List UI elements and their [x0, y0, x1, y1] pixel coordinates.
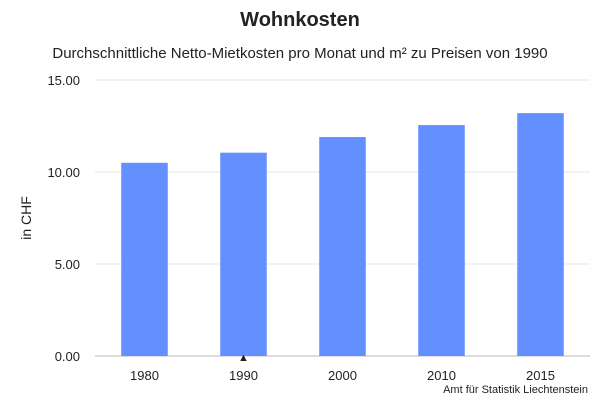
- y-axis-ticks: 0.00 5.00 10.00 15.00: [47, 73, 80, 364]
- chart-subtitle: Durchschnittliche Netto-Mietkosten pro M…: [52, 45, 547, 62]
- y-tick-label: 5.00: [55, 257, 80, 272]
- bars: [121, 113, 564, 357]
- y-axis-title: in CHF: [18, 196, 34, 240]
- chart-title: Wohnkosten: [240, 9, 360, 31]
- bar-2010: [418, 125, 465, 356]
- y-tick-label: 10.00: [47, 165, 80, 180]
- x-tick-label: 2000: [328, 368, 357, 383]
- markers: ▲: [238, 352, 249, 364]
- y-tick-label: 0.00: [55, 349, 80, 364]
- bar-1990: [220, 152, 267, 356]
- y-tick-label: 15.00: [47, 73, 80, 88]
- x-tick-label: 1980: [130, 368, 159, 383]
- x-axis-ticks: 1980 1990 2000 2010 2015: [130, 368, 555, 383]
- reference-year-marker: ▲: [238, 352, 249, 364]
- x-tick-label: 2015: [526, 368, 555, 383]
- bar-2015: [517, 113, 564, 357]
- x-tick-label: 1990: [229, 368, 258, 383]
- bar-1980: [121, 162, 168, 356]
- credit-text: Amt für Statistik Liechtenstein: [443, 384, 588, 396]
- bar-2000: [319, 137, 366, 356]
- x-tick-label: 2010: [427, 368, 456, 383]
